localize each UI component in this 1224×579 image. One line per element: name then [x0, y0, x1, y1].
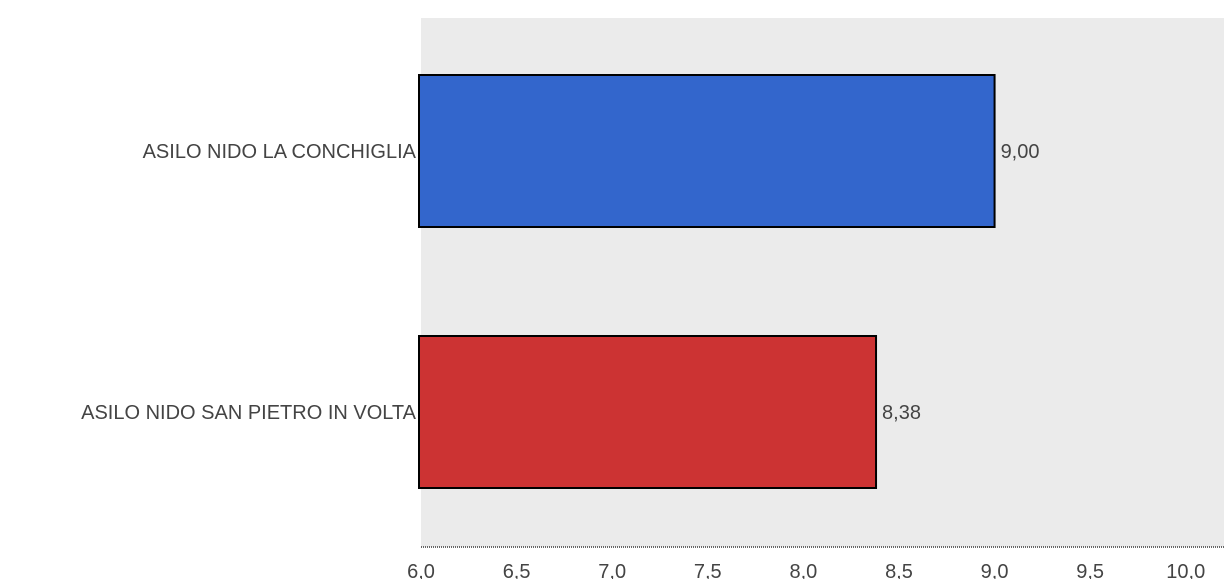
value-label-0: 9,00	[1001, 141, 1040, 163]
x-tick-label-7: 9,5	[1076, 561, 1104, 579]
x-tick-label-6: 9,0	[981, 561, 1009, 579]
x-tick-label-8: 10,0	[1166, 561, 1205, 579]
x-tick-label-5: 8,5	[885, 561, 913, 579]
x-tick-label-0: 6,0	[407, 561, 435, 579]
category-label-1: ASILO NIDO SAN PIETRO IN VOLTA	[81, 402, 417, 424]
x-axis: 6,0 6,5 7,0 7,5 8,0 8,5 9,0 9,5 10,0	[407, 546, 1224, 579]
bar-1	[418, 335, 878, 489]
value-label-1: 8,38	[882, 402, 921, 424]
x-tick-label-2: 7,0	[598, 561, 626, 579]
x-tick-label-1: 6,5	[503, 561, 531, 579]
x-tick-label-3: 7,5	[694, 561, 722, 579]
bars: ASILO NIDO LA CONCHIGLIA 9,00 ASILO NIDO S…	[81, 74, 1040, 489]
x-tick-label-4: 8,0	[789, 561, 817, 579]
bar-0	[418, 74, 996, 228]
category-label-0: ASILO NIDO LA CONCHIGLIA	[143, 141, 417, 163]
